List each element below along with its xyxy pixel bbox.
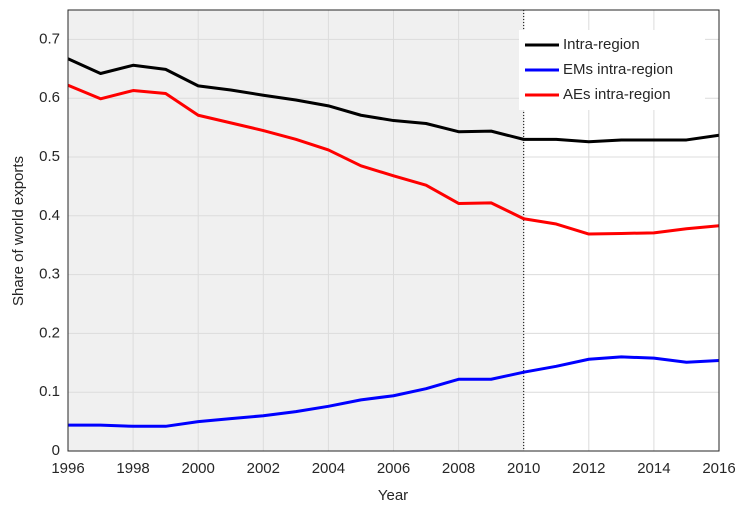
line [67,57,720,144]
x-tick-label: 1998 [116,460,149,477]
line [67,83,720,236]
legend-label: AEs intra-region [563,86,671,103]
y-tick-label: 0.5 [39,148,60,165]
x-tick-label: 2002 [247,460,280,477]
x-tick-label: 2006 [377,460,410,477]
x-axis-label: Year [378,487,408,504]
x-tick-label: 2004 [312,460,345,477]
y-axis-label: Share of world exports [10,156,27,306]
x-tick-label: 2012 [572,460,605,477]
x-tick-label: 2000 [182,460,215,477]
x-tick-label: 1996 [51,460,84,477]
x-tick-label: 2010 [507,460,540,477]
legend-label: Intra-region [563,36,640,53]
shaded-region [68,10,524,451]
plot-frame [67,9,720,452]
y-tick-label: 0.6 [39,89,60,106]
y-tick-label: 0 [52,442,60,459]
y-tick-label: 0.4 [39,207,60,224]
x-tick-label: 2016 [702,460,735,477]
x-tick-label: 2008 [442,460,475,477]
x-tick-label: 2014 [637,460,670,477]
y-tick-label: 0.3 [39,266,60,283]
y-tick-label: 0.7 [39,30,60,47]
y-tick-label: 0.2 [39,324,60,341]
line [68,355,720,428]
legend-label: EMs intra-region [563,61,673,78]
y-tick-label: 0.1 [39,383,60,400]
